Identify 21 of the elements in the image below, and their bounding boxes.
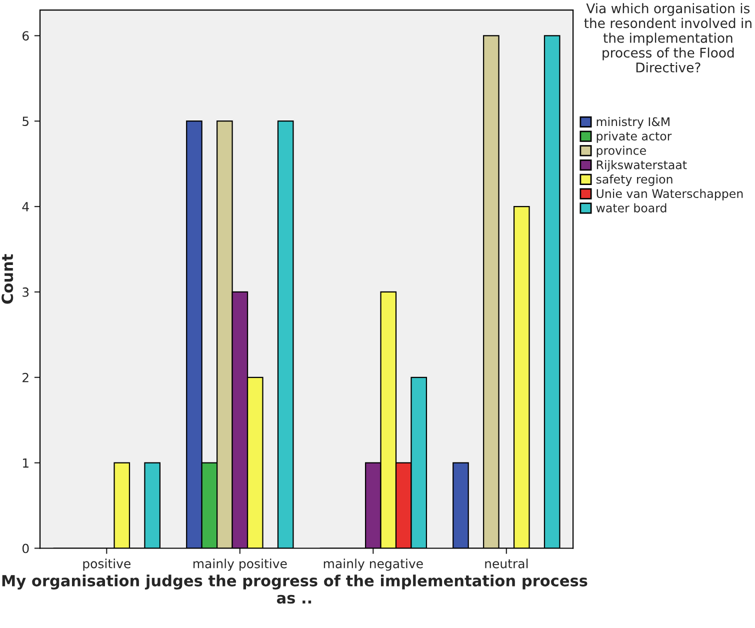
legend-label: Unie van Waterschappen	[596, 188, 743, 200]
y-tick-label: 0	[22, 544, 29, 554]
y-axis-title: Count	[2, 254, 14, 304]
y-tick-label: 5	[22, 116, 29, 126]
y-tick-label: 6	[22, 31, 29, 41]
y-tick-label: 4	[22, 202, 29, 212]
legend-label: ministry I&M	[596, 117, 670, 128]
x-tick-label: neutral	[485, 558, 528, 568]
y-tick-label: 1	[23, 458, 28, 468]
legend-label: Rijkswaterstaat	[596, 160, 687, 172]
legend-label: province	[596, 146, 646, 158]
x-tick-label: positive	[83, 558, 130, 571]
y-tick-label: 2	[22, 372, 28, 382]
legend-label: water board	[596, 203, 666, 212]
legend-label: private actor	[596, 131, 672, 143]
x-axis-title: My organisation judges the progress of the implementation process as ..	[2, 574, 588, 604]
y-tick-label: 3	[22, 287, 29, 297]
legend-label: safety region	[596, 174, 672, 186]
legend-title: Via which organisation is the resondent involved in the implementation process of the Flood Directive?	[584, 3, 752, 72]
x-tick-label: mainly negative	[324, 558, 423, 571]
x-tick-label: mainly positive	[193, 558, 287, 571]
